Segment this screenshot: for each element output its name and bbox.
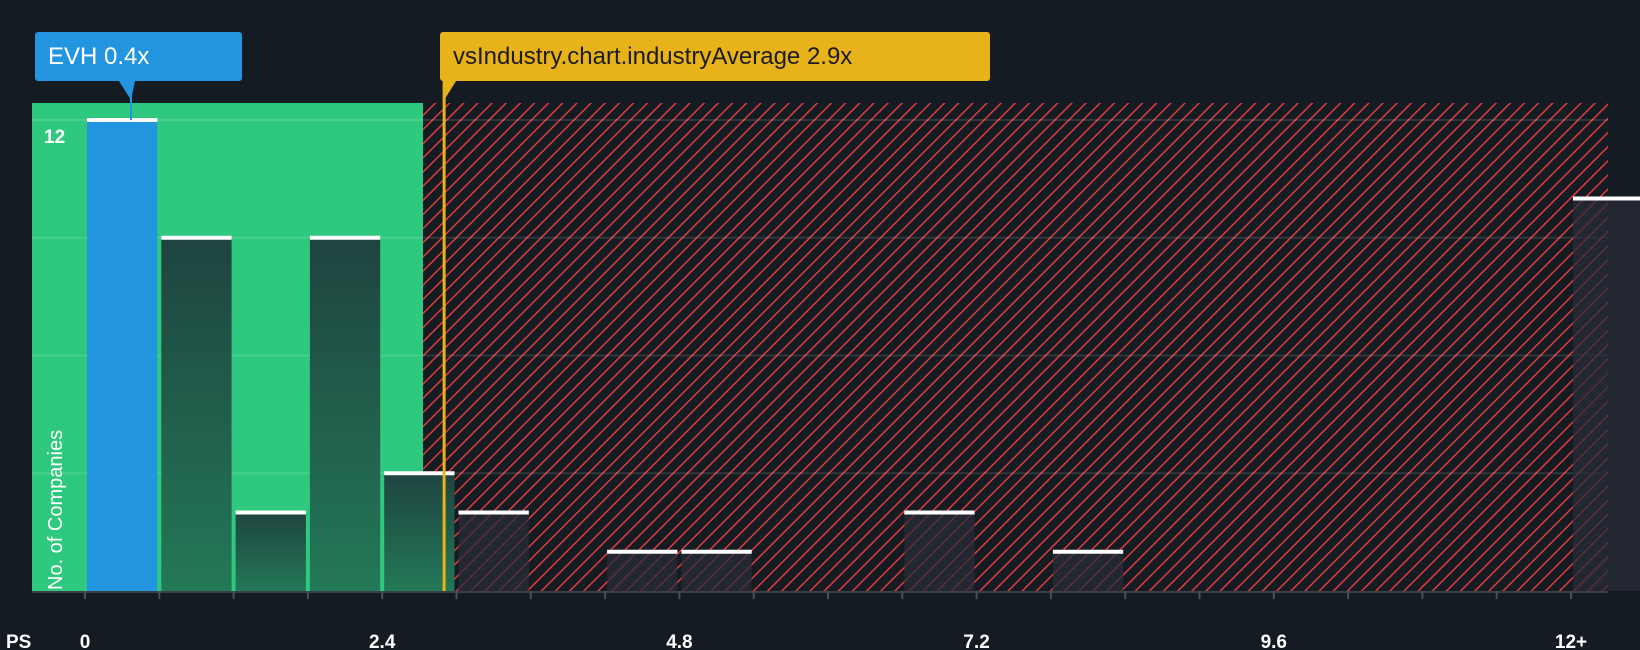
- industry-callout-pointer: [444, 81, 457, 100]
- bar-top-marker: [309, 235, 381, 240]
- bar-top-marker: [607, 549, 678, 554]
- x-tick-label: 7.2: [963, 632, 989, 650]
- bar-top-marker: [384, 471, 455, 476]
- bar-top-marker: [235, 510, 306, 515]
- histogram-bar: [309, 237, 381, 591]
- overvalued-region: [423, 103, 1609, 591]
- x-tick-label: 9.6: [1261, 632, 1287, 650]
- company-callout-pointer: [119, 81, 135, 100]
- bar-top-marker: [681, 549, 752, 554]
- bar-top-marker: [1052, 549, 1124, 554]
- bar-top-marker: [1573, 196, 1640, 201]
- bar-top-marker: [161, 235, 232, 240]
- x-axis-label: PS: [6, 632, 31, 650]
- x-tick-label: 0: [80, 632, 91, 650]
- histogram-bar: [235, 512, 306, 591]
- bar-top-marker: [458, 510, 529, 515]
- x-tick-label: 2.4: [369, 632, 396, 650]
- histogram-bar: [904, 512, 975, 591]
- histogram-bar: [1573, 198, 1640, 591]
- histogram-bar: [161, 237, 232, 591]
- histogram-bar: [1052, 551, 1124, 591]
- x-tick-label: 4.8: [666, 632, 692, 650]
- x-tick-label: 12+: [1555, 632, 1587, 650]
- y-tick-label: 12: [44, 127, 65, 148]
- histogram-bar: [681, 551, 752, 591]
- histogram-bar: [87, 120, 158, 591]
- y-axis-label: No. of Companies: [45, 430, 67, 590]
- bar-top-marker: [904, 510, 975, 515]
- histogram-bar: [458, 512, 529, 591]
- histogram-bar: [607, 551, 678, 591]
- company-callout: EVH 0.4x: [35, 32, 242, 81]
- industry-average-callout: vsIndustry.chart.industryAverage 2.9x: [440, 32, 990, 81]
- bar-top-marker: [87, 118, 158, 122]
